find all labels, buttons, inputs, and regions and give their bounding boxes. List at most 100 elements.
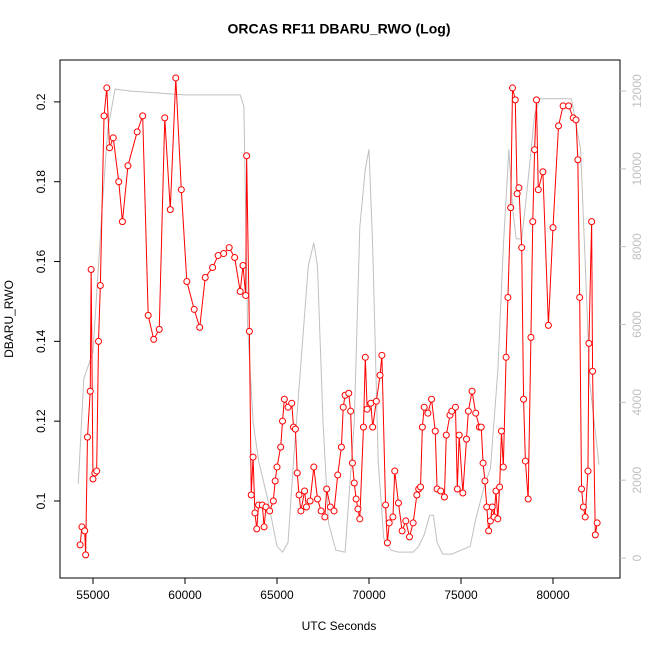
data-point bbox=[394, 499, 402, 507]
data-point bbox=[383, 539, 391, 547]
data-point bbox=[337, 443, 345, 451]
data-point bbox=[464, 407, 472, 415]
x-tick-label: 60000 bbox=[168, 588, 202, 602]
y-tick-label: 0.14 bbox=[34, 329, 48, 353]
data-point bbox=[507, 204, 515, 212]
data-point bbox=[277, 443, 285, 451]
data-point bbox=[479, 459, 487, 467]
data-point bbox=[382, 501, 390, 509]
x-tick-label: 80000 bbox=[536, 588, 570, 602]
data-point bbox=[269, 497, 277, 505]
data-point bbox=[106, 144, 114, 152]
data-point bbox=[472, 409, 480, 417]
data-point bbox=[260, 523, 268, 531]
data-point bbox=[532, 96, 540, 104]
data-point bbox=[302, 503, 310, 511]
data-point bbox=[502, 353, 510, 361]
y-tick-label: 0.18 bbox=[34, 170, 48, 194]
data-point bbox=[534, 186, 542, 194]
data-point bbox=[579, 503, 587, 511]
data-point bbox=[209, 264, 217, 272]
data-point bbox=[166, 206, 174, 214]
data-point bbox=[93, 467, 101, 475]
x-tick-label: 55000 bbox=[76, 588, 110, 602]
data-point bbox=[273, 463, 281, 471]
data-point bbox=[249, 453, 257, 461]
data-point bbox=[437, 487, 445, 495]
data-point bbox=[330, 507, 338, 515]
data-point bbox=[334, 471, 342, 479]
data-point bbox=[417, 483, 425, 491]
data-point bbox=[220, 250, 228, 258]
data-point bbox=[306, 497, 314, 505]
data-point bbox=[301, 487, 309, 495]
data-point bbox=[356, 515, 364, 523]
data-point bbox=[485, 527, 493, 535]
data-point bbox=[190, 305, 198, 313]
data-point bbox=[420, 403, 428, 411]
data-point bbox=[555, 122, 563, 130]
data-point bbox=[376, 371, 384, 379]
data-point bbox=[398, 527, 406, 535]
data-point bbox=[359, 423, 367, 431]
data-point bbox=[511, 96, 519, 104]
data-point bbox=[593, 519, 601, 527]
data-point bbox=[369, 423, 377, 431]
data-point bbox=[295, 491, 303, 499]
y2-tick-label: 4000 bbox=[630, 389, 644, 416]
data-point bbox=[455, 431, 463, 439]
data-point bbox=[83, 433, 91, 441]
data-point bbox=[481, 477, 489, 485]
y-tick-label: 0.12 bbox=[34, 409, 48, 433]
data-point bbox=[588, 218, 596, 226]
data-point bbox=[572, 116, 580, 124]
data-point bbox=[280, 395, 288, 403]
data-point bbox=[589, 367, 597, 375]
data-point bbox=[477, 423, 485, 431]
data-point bbox=[361, 353, 369, 361]
plot-frame bbox=[59, 59, 621, 579]
data-point bbox=[468, 387, 476, 395]
data-point bbox=[139, 112, 147, 120]
data-point bbox=[591, 531, 599, 539]
data-point bbox=[378, 351, 386, 359]
y-tick-label: 0.1 bbox=[34, 492, 48, 509]
y2-tick-label: 0 bbox=[630, 554, 644, 561]
data-point bbox=[89, 475, 97, 483]
data-point bbox=[496, 483, 504, 491]
data-point bbox=[96, 281, 104, 289]
data-point bbox=[584, 467, 592, 475]
data-point bbox=[565, 102, 573, 110]
x-axis-label: UTC Seconds bbox=[302, 619, 377, 633]
data-point bbox=[243, 152, 251, 160]
data-point bbox=[236, 287, 244, 295]
data-point bbox=[544, 321, 552, 329]
data-point bbox=[172, 74, 180, 82]
data-point bbox=[418, 423, 426, 431]
data-point bbox=[453, 485, 461, 493]
data-point bbox=[424, 409, 432, 417]
data-point bbox=[440, 493, 448, 501]
data-point bbox=[231, 254, 239, 262]
data-point bbox=[372, 397, 380, 405]
y2-tick-label: 8000 bbox=[630, 233, 644, 260]
data-point bbox=[529, 218, 537, 226]
data-point bbox=[402, 517, 410, 525]
data-point bbox=[293, 469, 301, 477]
data-point bbox=[504, 293, 512, 301]
data-point bbox=[518, 244, 526, 252]
data-point bbox=[251, 509, 259, 517]
data-point bbox=[323, 485, 331, 493]
data-point bbox=[576, 293, 584, 301]
data-point bbox=[531, 146, 539, 154]
y2-tick-label: 2000 bbox=[630, 466, 644, 493]
data-point bbox=[442, 431, 450, 439]
data-point bbox=[266, 507, 274, 515]
data-point bbox=[513, 190, 521, 198]
data-point bbox=[488, 503, 496, 511]
data-point bbox=[87, 266, 95, 274]
data-point bbox=[352, 495, 360, 503]
x-tick-label: 70000 bbox=[352, 588, 386, 602]
data-point bbox=[581, 513, 589, 521]
